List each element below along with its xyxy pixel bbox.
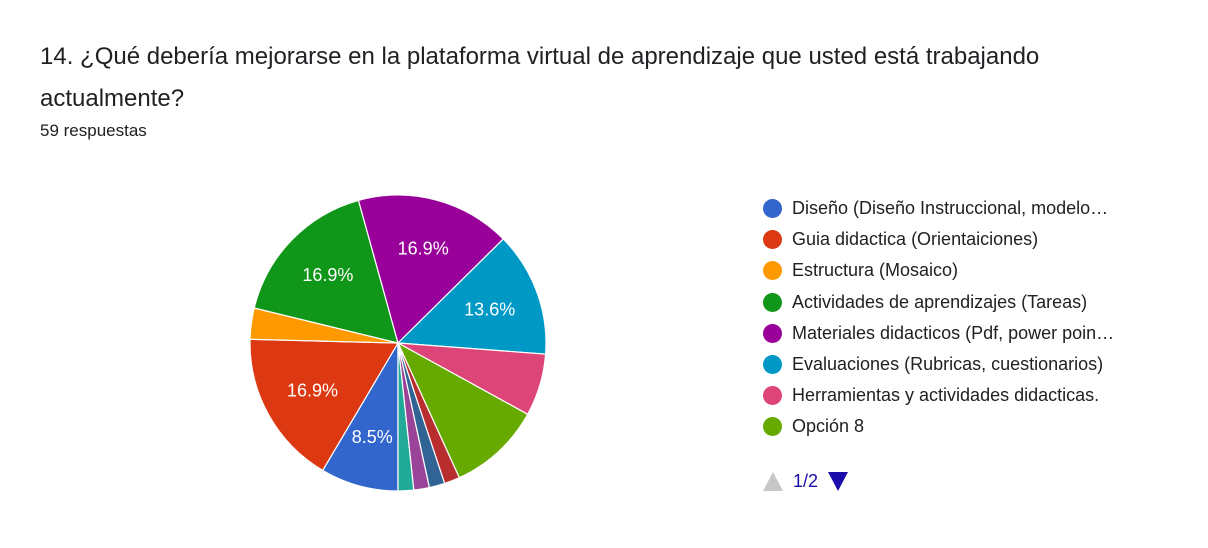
pie-slice[interactable] xyxy=(396,341,529,479)
legend-label: Evaluaciones (Rubricas, cuestionarios) xyxy=(792,354,1104,375)
legend-label: Actividades de aprendizajes (Tareas) xyxy=(792,291,1088,312)
legend: Diseño (Diseño Instruccional, modelo… Gu… xyxy=(763,193,1114,443)
legend-item[interactable]: Opción 8 xyxy=(763,411,1114,442)
question-title: 14. ¿Qué debería mejorarse en la platafo… xyxy=(40,43,1040,112)
slice-data-label: 16.9% xyxy=(287,380,338,400)
pie-slice[interactable] xyxy=(253,199,399,344)
legend-pager: 1/2 xyxy=(763,471,849,492)
legend-swatch xyxy=(763,386,782,406)
legend-item[interactable]: Evaluaciones (Rubricas, cuestionarios) xyxy=(763,349,1114,380)
legend-label: Guia didactica (Orientaiciones) xyxy=(792,229,1039,250)
slice-data-label: 13.6% xyxy=(464,299,515,319)
pie-slice[interactable] xyxy=(396,238,547,355)
legend-swatch xyxy=(763,323,782,343)
legend-label: Herramientas y actividades didacticas. xyxy=(792,385,1100,406)
legend-swatch xyxy=(763,230,782,250)
legend-item[interactable]: Diseño (Diseño Instruccional, modelo… xyxy=(763,193,1114,224)
slice-data-label: 16.9% xyxy=(398,239,449,259)
legend-item[interactable]: Actividades de aprendizajes (Tareas) xyxy=(763,287,1114,318)
pie-slice[interactable] xyxy=(397,342,415,492)
previous-page-icon xyxy=(763,472,783,491)
slice-data-label: 16.9% xyxy=(302,265,353,285)
legend-label: Materiales didacticos (Pdf, power poin… xyxy=(792,322,1115,343)
legend-label: Estructura (Mosaico) xyxy=(792,260,959,281)
pie-slice[interactable] xyxy=(249,338,400,472)
legend-item[interactable]: Guia didactica (Orientaiciones) xyxy=(763,224,1114,255)
response-count: 59 respuestas xyxy=(40,121,147,140)
legend-label: Diseño (Diseño Instruccional, modelo… xyxy=(792,198,1109,219)
next-page-icon[interactable] xyxy=(828,472,849,491)
legend-item[interactable]: Estructura (Mosaico) xyxy=(763,255,1114,286)
legend-swatch xyxy=(763,355,782,375)
legend-swatch xyxy=(763,261,782,281)
pie-slice[interactable] xyxy=(357,194,505,345)
slice-data-label: 8.5% xyxy=(352,427,393,447)
legend-swatch xyxy=(763,292,782,312)
legend-swatch xyxy=(763,199,782,219)
legend-label: Opción 8 xyxy=(792,416,865,437)
legend-item[interactable]: Herramientas y actividades didacticas. xyxy=(763,380,1114,411)
legend-item[interactable]: Materiales didacticos (Pdf, power poin… xyxy=(763,318,1114,349)
legend-swatch xyxy=(763,417,782,437)
page-indicator: 1/2 xyxy=(793,471,819,491)
